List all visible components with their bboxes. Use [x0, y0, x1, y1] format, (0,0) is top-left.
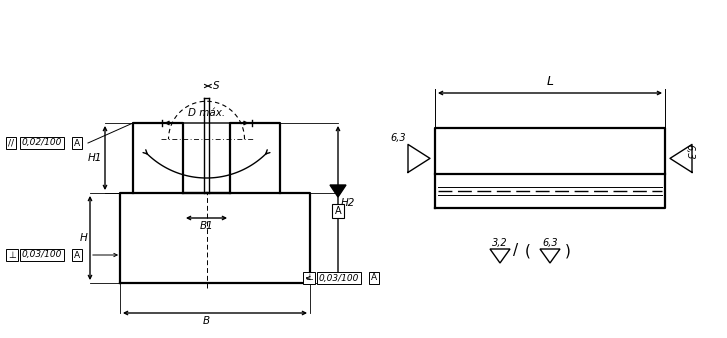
Text: 0,03/100: 0,03/100 — [319, 273, 359, 283]
Polygon shape — [540, 249, 560, 263]
Text: //: // — [8, 139, 14, 147]
Polygon shape — [330, 185, 346, 197]
Text: A: A — [334, 206, 341, 216]
Text: H2: H2 — [341, 198, 356, 208]
Text: ⊥: ⊥ — [8, 250, 16, 260]
Text: A: A — [74, 139, 80, 147]
Text: L: L — [547, 75, 553, 88]
Text: 0,03/100: 0,03/100 — [22, 250, 63, 260]
Text: ): ) — [565, 243, 571, 258]
Polygon shape — [490, 249, 510, 263]
Text: D máx.: D máx. — [188, 108, 225, 118]
Text: H: H — [79, 233, 87, 243]
Text: B: B — [203, 316, 210, 326]
Text: H1: H1 — [88, 153, 102, 163]
Text: ⊥: ⊥ — [305, 273, 313, 283]
Text: A: A — [74, 250, 80, 260]
Text: (: ( — [525, 243, 531, 258]
Text: 0,02/100: 0,02/100 — [22, 139, 63, 147]
Text: 3,2: 3,2 — [492, 238, 508, 248]
Text: S: S — [213, 81, 220, 91]
Text: 90$^\circ$$\pm$10': 90$^\circ$$\pm$10' — [180, 0, 233, 4]
Text: 6,3: 6,3 — [542, 238, 558, 248]
Text: 6,3: 6,3 — [684, 144, 694, 160]
Text: A: A — [371, 273, 377, 283]
Text: /: / — [513, 243, 518, 258]
Text: B1: B1 — [200, 221, 214, 231]
Text: 6,3: 6,3 — [390, 134, 406, 143]
